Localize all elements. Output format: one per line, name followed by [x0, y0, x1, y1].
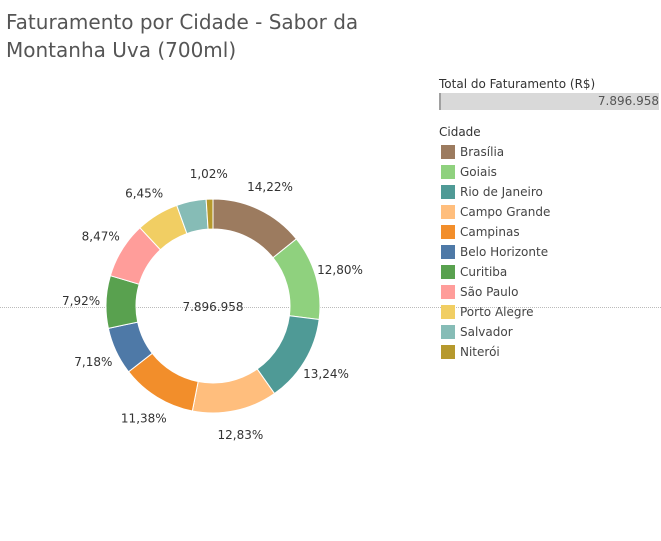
slice-label-0: 14,22%	[247, 180, 293, 194]
legend-label: Porto Alegre	[460, 305, 534, 319]
legend: Cidade Brasília Goiais Rio de Janeiro Campo…	[439, 124, 659, 362]
center-total-label: 7.896.958	[182, 300, 243, 314]
slice-label-1: 12,80%	[317, 263, 363, 277]
legend-swatch	[441, 205, 455, 219]
legend-label: Campo Grande	[460, 205, 551, 219]
total-card: Total do Faturamento (R$) 7.896.958	[439, 76, 659, 110]
slice-label-7: 8,47%	[82, 230, 120, 244]
total-bar[interactable]: 7.896.958	[439, 93, 659, 110]
legend-swatch	[441, 305, 455, 319]
legend-label: Brasília	[460, 145, 505, 159]
chart-title: Faturamento por Cidade - Sabor da Montan…	[6, 10, 359, 62]
legend-item-7[interactable]: São Paulo	[439, 282, 659, 302]
legend-swatch	[441, 325, 455, 339]
legend-item-8[interactable]: Porto Alegre	[439, 302, 659, 322]
legend-item-1[interactable]: Goiais	[439, 162, 659, 182]
slice-label-6: 7,92%	[62, 294, 100, 308]
legend-label: Campinas	[460, 225, 520, 239]
slice-label-5: 7,18%	[74, 355, 112, 369]
legend-item-4[interactable]: Campinas	[439, 222, 659, 242]
total-label: Total do Faturamento (R$)	[439, 77, 596, 91]
legend-label: Rio de Janeiro	[460, 185, 543, 199]
legend-swatch	[441, 345, 455, 359]
slice-10[interactable]	[205, 198, 214, 230]
slice-label-4: 11,38%	[121, 411, 167, 425]
legend-label: Curitiba	[460, 265, 508, 279]
legend-item-5[interactable]: Belo Horizonte	[439, 242, 659, 262]
legend-swatch	[441, 245, 455, 259]
legend-item-3[interactable]: Campo Grande	[439, 202, 659, 222]
legend-item-0[interactable]: Brasília	[439, 142, 659, 162]
slice-label-2: 13,24%	[303, 367, 349, 381]
slice-label-3: 12,83%	[217, 428, 263, 442]
total-value: 7.896.958	[597, 94, 659, 108]
legend-swatch	[441, 225, 455, 239]
legend-item-2[interactable]: Rio de Janeiro	[439, 182, 659, 202]
legend-label: Salvador	[460, 325, 513, 339]
legend-swatch	[441, 165, 455, 179]
legend-swatch	[441, 145, 455, 159]
legend-item-10[interactable]: Niterói	[439, 342, 659, 362]
slice-3[interactable]	[191, 368, 276, 414]
legend-swatch	[441, 185, 455, 199]
legend-item-6[interactable]: Curitiba	[439, 262, 659, 282]
legend-title: Cidade	[439, 125, 481, 139]
legend-swatch	[441, 265, 455, 279]
slice-label-8: 6,45%	[125, 186, 163, 200]
legend-item-9[interactable]: Salvador	[439, 322, 659, 342]
legend-label: Belo Horizonte	[460, 245, 549, 259]
legend-label: São Paulo	[460, 285, 519, 299]
legend-label: Niterói	[460, 345, 500, 359]
slice-label-10: 1,02%	[190, 167, 228, 181]
legend-label: Goiais	[460, 165, 497, 179]
reference-line	[0, 307, 661, 308]
legend-swatch	[441, 285, 455, 299]
slice-6[interactable]	[105, 275, 140, 329]
